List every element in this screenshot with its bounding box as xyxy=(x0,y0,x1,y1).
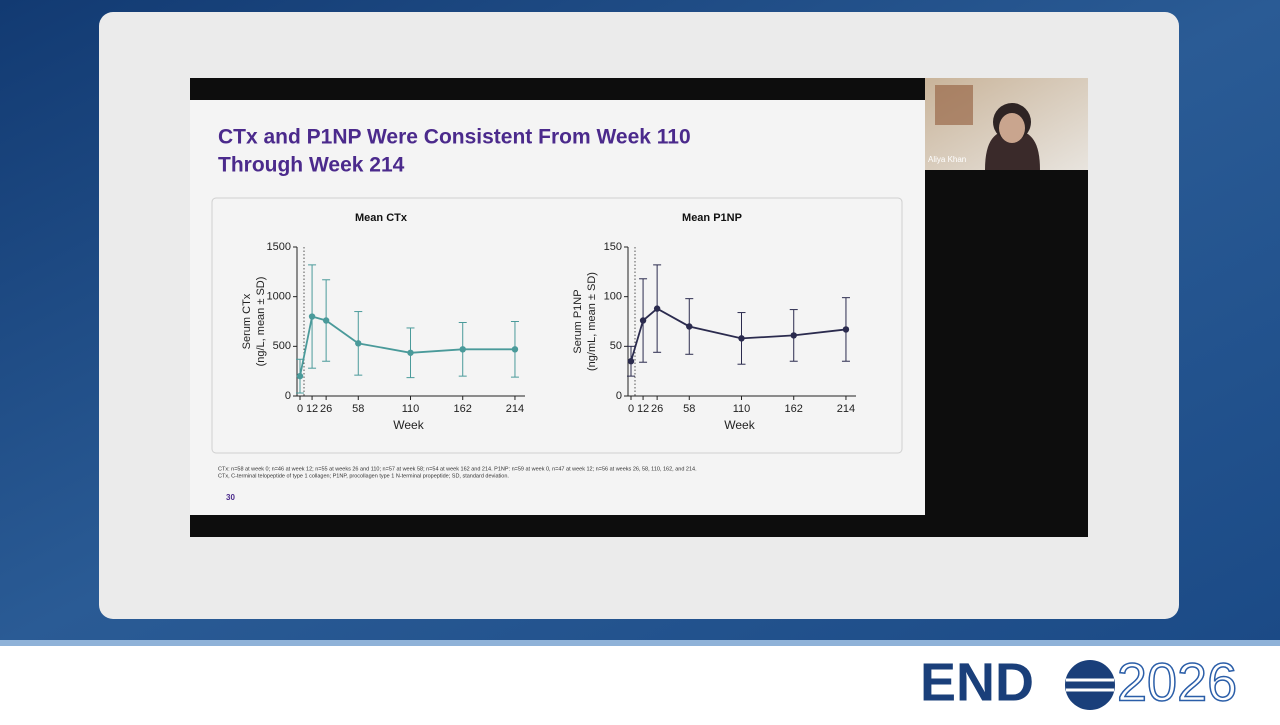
data-point xyxy=(653,305,661,312)
data-point xyxy=(686,323,693,330)
x-tick-label: 26 xyxy=(320,403,332,415)
x-axis-label: Week xyxy=(724,418,755,432)
data-point xyxy=(355,340,362,347)
y-tick-label: 100 xyxy=(604,291,622,303)
x-tick-label: 110 xyxy=(733,403,751,415)
chart-title: Mean CTx xyxy=(355,212,408,224)
x-tick-label: 162 xyxy=(785,403,803,415)
y-tick-label: 150 xyxy=(604,241,622,253)
speaker-name: Aliya Khan xyxy=(928,155,966,164)
data-point xyxy=(842,326,850,333)
video-bg-art xyxy=(935,85,973,125)
data-point xyxy=(627,358,635,365)
y-axis-label: (ng/L, mean ± SD) xyxy=(255,277,267,367)
footnote: CTx, C-terminal telopeptide of type 1 co… xyxy=(218,473,509,479)
slide-title: Through Week 214 xyxy=(218,154,405,177)
y-tick-label: 1500 xyxy=(267,241,291,253)
data-point xyxy=(790,332,797,339)
y-tick-label: 1000 xyxy=(267,291,291,303)
data-point xyxy=(407,349,414,356)
y-tick-label: 0 xyxy=(285,390,291,402)
logo-globe-lines xyxy=(1066,678,1114,692)
logo-right: 2026 xyxy=(1117,652,1237,712)
page-number: 30 xyxy=(226,493,235,502)
x-tick-label: 12 xyxy=(637,403,649,415)
x-tick-label: 58 xyxy=(352,403,364,415)
x-tick-label: 0 xyxy=(297,403,303,415)
data-point xyxy=(639,317,647,324)
divider xyxy=(0,640,1280,646)
x-tick-label: 12 xyxy=(306,403,318,415)
x-tick-label: 0 xyxy=(628,403,634,415)
x-tick-label: 110 xyxy=(402,403,420,415)
y-tick-label: 500 xyxy=(273,340,291,352)
speaker-figure xyxy=(985,130,1040,170)
x-tick-label: 58 xyxy=(683,403,695,415)
data-point xyxy=(511,346,519,353)
slide-title: CTx and P1NP Were Consistent From Week 1… xyxy=(218,126,691,149)
y-tick-label: 50 xyxy=(610,340,622,352)
data-point xyxy=(308,313,316,320)
x-tick-label: 162 xyxy=(454,403,472,415)
x-tick-label: 214 xyxy=(506,403,524,415)
y-tick-label: 0 xyxy=(616,390,622,402)
data-point xyxy=(738,335,745,342)
footnote: CTx: n=58 at week 0; n=46 at week 12; n=… xyxy=(218,466,697,472)
speaker-face xyxy=(999,113,1025,143)
y-axis-label: (ng/mL, mean ± SD) xyxy=(586,272,598,371)
data-point xyxy=(459,346,466,353)
y-axis-label: Serum P1NP xyxy=(572,289,584,353)
chart-frame xyxy=(211,197,903,454)
y-axis-label: Serum CTx xyxy=(241,293,253,349)
logo-left: END xyxy=(920,652,1034,712)
data-point xyxy=(296,372,304,380)
chart-title: Mean P1NP xyxy=(682,212,742,224)
data-point xyxy=(322,317,330,324)
logo-globe xyxy=(1065,660,1115,710)
x-tick-label: 26 xyxy=(651,403,663,415)
x-tick-label: 214 xyxy=(837,403,855,415)
x-axis-label: Week xyxy=(393,418,424,432)
